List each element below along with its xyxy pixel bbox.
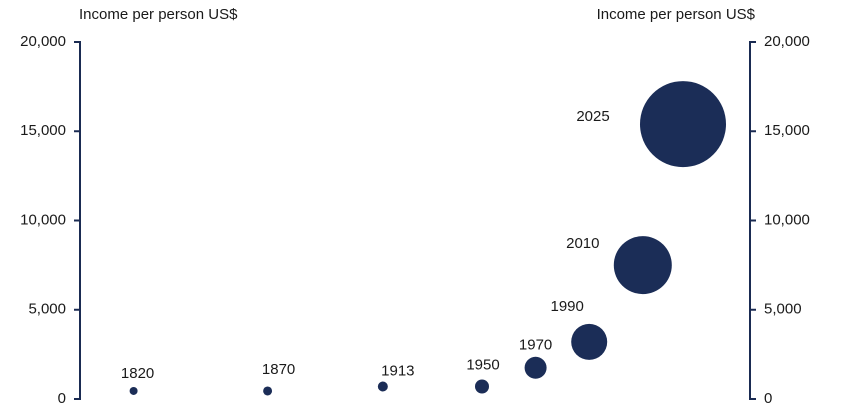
bubble-label: 1913 — [381, 362, 414, 379]
bubble-label: 1970 — [519, 337, 552, 354]
y2-tick-label: 10,000 — [764, 211, 810, 228]
y2-tick-label: 15,000 — [764, 122, 810, 139]
y2-axis-title: Income per person US$ — [597, 6, 756, 23]
bubble — [377, 381, 388, 392]
y-tick-label: 5,000 — [28, 301, 66, 318]
bubble — [640, 81, 726, 168]
y-tick-label: 20,000 — [20, 33, 66, 50]
bubble — [475, 379, 489, 394]
bubble — [263, 386, 273, 396]
y2-tick-label: 0 — [764, 390, 772, 407]
y-tick-label: 10,000 — [20, 211, 66, 228]
bubble-label: 2025 — [576, 108, 609, 125]
bubble — [613, 236, 672, 295]
bubble — [571, 323, 608, 360]
y2-tick-label: 5,000 — [764, 301, 802, 318]
y-tick-label: 0 — [58, 390, 66, 407]
bubble — [524, 356, 547, 379]
bubble-label: 1870 — [262, 361, 295, 378]
bubble-label: 1990 — [551, 298, 584, 315]
bubble-label: 1820 — [121, 365, 154, 382]
y-axis-title: Income per person US$ — [79, 6, 238, 23]
y-tick-label: 15,000 — [20, 122, 66, 139]
bubble — [129, 386, 138, 395]
bubble-label: 2010 — [566, 235, 599, 252]
bubble-label: 1950 — [466, 356, 499, 373]
y2-tick-label: 20,000 — [764, 33, 810, 50]
